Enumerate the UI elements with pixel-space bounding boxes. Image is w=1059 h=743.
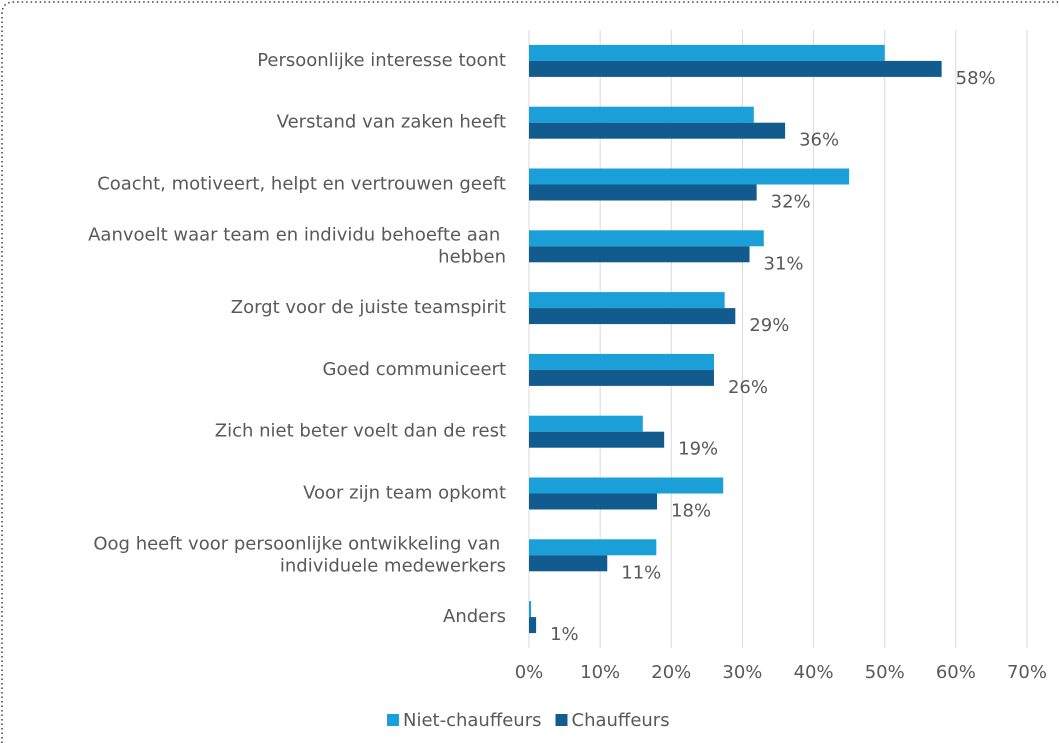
x-tick-label: 70% [1007, 662, 1047, 683]
bar [529, 184, 757, 201]
y-tick-label: Zorgt voor de juiste teamspirit [231, 297, 506, 318]
legend-label: Chauffeurs [572, 710, 670, 731]
data-label: 18% [671, 501, 711, 522]
y-tick-label: Voor zijn team opkomt [303, 483, 506, 504]
y-tick-label: Anders [443, 606, 506, 627]
data-label: 11% [621, 562, 661, 583]
label-line: individuele medewerkers [280, 555, 506, 576]
x-tick-label: 60% [936, 662, 976, 683]
bar [529, 555, 608, 572]
bar [529, 44, 885, 61]
y-tick-label: Verstand van zaken heeft [277, 112, 506, 133]
data-label: 31% [764, 253, 804, 274]
label-line: Aanvoelt waar team en individu behoefte … [88, 224, 506, 245]
y-tick-label: Goed communiceert [323, 359, 506, 380]
legend-label: Niet-chauffeurs [403, 710, 542, 731]
label-line: hebben [438, 246, 506, 267]
bar [529, 431, 665, 448]
y-tick-label: Zich niet beter voelt dan de rest [215, 421, 506, 442]
bar [529, 308, 736, 325]
bar [529, 617, 537, 634]
data-label: 36% [799, 130, 839, 151]
bar [529, 168, 850, 185]
data-label: 58% [956, 68, 996, 89]
legend-swatch [387, 714, 399, 726]
y-tick-label: Persoonlijke interesse toont [257, 50, 506, 71]
data-label: 1% [550, 624, 579, 645]
y-tick-label: Aanvoelt waar team en individu behoefte … [88, 224, 506, 267]
bar [529, 292, 725, 309]
label-line: Oog heeft voor persoonlijke ontwikkeling… [93, 533, 506, 554]
bar [529, 493, 658, 510]
data-label: 26% [728, 377, 768, 398]
bar [529, 353, 714, 370]
x-tick-label: 20% [651, 662, 691, 683]
x-tick-label: 40% [794, 662, 834, 683]
bar [529, 60, 942, 77]
x-tick-label: 30% [722, 662, 762, 683]
bar [529, 539, 657, 556]
data-label: 19% [678, 439, 718, 460]
data-label: 32% [771, 192, 811, 213]
bar [529, 246, 750, 263]
data-label: 29% [749, 315, 789, 336]
y-tick-label: Oog heeft voor persoonlijke ontwikkeling… [93, 533, 506, 576]
x-tick-label: 0% [515, 662, 544, 683]
bar [529, 415, 643, 432]
bar [529, 122, 786, 139]
bar [529, 106, 754, 123]
bar [529, 601, 532, 618]
bar [529, 477, 724, 494]
x-tick-label: 10% [580, 662, 620, 683]
legend-swatch [555, 714, 568, 726]
x-tick-label: 50% [865, 662, 905, 683]
bar [529, 369, 714, 386]
bar [529, 230, 764, 247]
y-tick-label: Coacht, motiveert, helpt en vertrouwen g… [97, 174, 506, 195]
